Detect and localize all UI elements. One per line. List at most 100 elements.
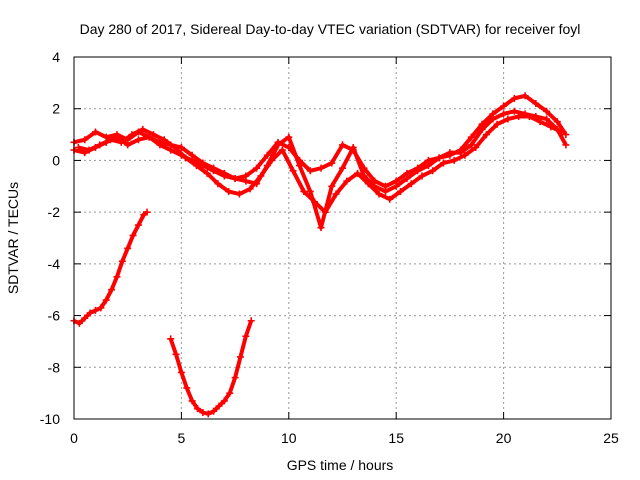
data-point: [306, 187, 314, 195]
data-point: [339, 141, 346, 149]
data-point: [253, 164, 261, 172]
data-point: [118, 257, 126, 265]
data-point: [236, 353, 244, 361]
data-point: [536, 118, 544, 126]
data-point: [75, 319, 83, 327]
y-tick-label: 0: [52, 152, 60, 168]
data-point: [182, 154, 190, 162]
data-point: [392, 182, 400, 190]
data-point: [521, 92, 529, 100]
data-point: [167, 335, 175, 343]
data-point: [429, 167, 437, 175]
y-tick-label: 4: [52, 49, 60, 65]
data-point: [214, 180, 222, 188]
data-point: [231, 175, 239, 183]
data-point: [381, 187, 389, 195]
data-point: [156, 138, 164, 146]
data-point: [500, 110, 508, 118]
data-point: [500, 102, 508, 110]
x-tick-label: 25: [603, 430, 619, 446]
data-point: [194, 405, 202, 413]
series-trough: [167, 317, 255, 418]
data-point: [242, 177, 250, 185]
data-point: [204, 410, 212, 418]
data-point: [558, 128, 566, 136]
data-point: [274, 141, 282, 149]
data-point: [386, 195, 394, 203]
data-point: [510, 94, 518, 102]
data-point: [85, 146, 93, 154]
series-track-b: [70, 92, 570, 232]
data-point: [489, 110, 497, 118]
data-point: [396, 187, 404, 195]
data-point: [467, 133, 475, 141]
data-point: [215, 402, 223, 410]
data-point: [435, 154, 443, 162]
data-point: [375, 190, 383, 198]
data-point: [220, 169, 228, 177]
data-point: [188, 397, 196, 405]
data-point: [102, 296, 110, 304]
y-tick-label: -8: [48, 359, 61, 375]
series-early-rise: [70, 208, 151, 327]
data-point: [414, 167, 422, 175]
data-point: [403, 175, 411, 183]
data-point: [461, 151, 469, 159]
data-point: [129, 231, 137, 239]
data-point: [177, 144, 185, 151]
data-point: [210, 164, 218, 172]
data-point: [317, 164, 325, 172]
data-point: [203, 169, 211, 177]
data-point: [457, 146, 465, 154]
y-tick-label: 2: [52, 101, 60, 117]
data-point: [339, 164, 346, 172]
plot-frame: [73, 56, 612, 420]
data-point: [446, 151, 454, 159]
data-point: [354, 169, 362, 177]
data-point: [86, 309, 94, 317]
y-tick-label: -4: [48, 256, 61, 272]
data-point: [525, 112, 533, 120]
data-point: [74, 144, 82, 151]
grid: [74, 57, 611, 419]
data-point: [124, 244, 132, 252]
data-point: [199, 159, 207, 167]
y-axis-label: SDTVAR / TECUs: [5, 182, 21, 294]
data-point: [199, 409, 207, 417]
data-point: [81, 136, 89, 144]
data-point: [343, 177, 351, 185]
data-point: [91, 128, 99, 136]
series-trace: [168, 320, 254, 416]
data-point: [289, 167, 297, 175]
data-point: [257, 172, 265, 180]
data-point: [139, 125, 147, 133]
data-point: [192, 162, 200, 170]
series-trace: [77, 114, 563, 215]
data-point: [364, 180, 372, 188]
data-point: [317, 224, 325, 232]
data-point: [547, 123, 555, 131]
series-track-a: [70, 107, 570, 190]
data-point: [553, 118, 561, 126]
data-point: [108, 286, 116, 294]
data-point: [117, 138, 125, 146]
data-point: [482, 131, 490, 139]
x-tick-label: 10: [281, 430, 297, 446]
data-point: [226, 389, 234, 397]
data-point: [171, 144, 179, 151]
data-point: [332, 190, 340, 198]
axis-ticks: 0 5 10 15 20 25 -10 -8 -6 -4 -2 0 2 4: [40, 49, 619, 446]
chart-title: Day 280 of 2017, Sidereal Day-to-day VTE…: [80, 21, 581, 37]
data-point: [149, 131, 157, 139]
data-point: [285, 133, 293, 141]
data-point: [81, 314, 89, 322]
data-point: [562, 141, 570, 149]
data-point: [177, 368, 185, 376]
data-point: [268, 156, 276, 164]
data-point: [311, 198, 319, 206]
data-point: [349, 144, 357, 151]
data-point: [504, 115, 512, 123]
data-point: [231, 374, 239, 382]
x-tick-label: 5: [178, 430, 186, 446]
